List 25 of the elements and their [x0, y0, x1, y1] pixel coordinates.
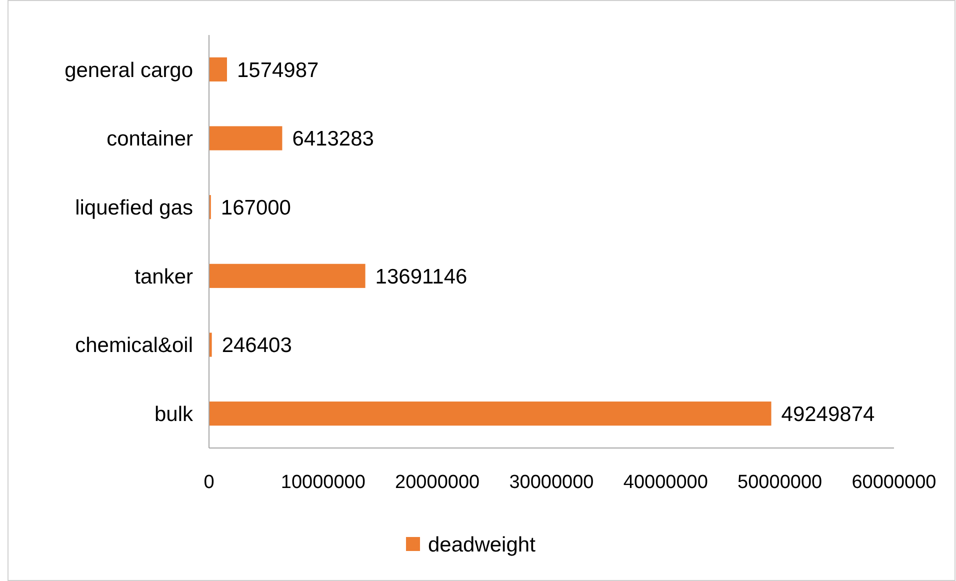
- bar: [209, 332, 212, 357]
- x-tick-label: 0: [204, 472, 214, 493]
- y-tick-label: chemical&oil: [75, 334, 193, 358]
- data-label: 167000: [220, 196, 291, 220]
- x-tick-label: 60000000: [852, 472, 936, 493]
- bar: [209, 126, 282, 150]
- x-tick-label: 30000000: [509, 472, 594, 493]
- bar: [209, 57, 227, 82]
- x-tick-label: 20000000: [395, 472, 480, 493]
- y-tick-label: container: [106, 128, 194, 151]
- y-tick-label: general cargo: [64, 58, 193, 82]
- data-label: 13691146: [375, 265, 468, 288]
- x-tick-label: 10000000: [280, 472, 366, 493]
- data-label: 49249874: [781, 402, 876, 426]
- x-tick-label: 40000000: [623, 472, 708, 493]
- legend-label: deadweight: [428, 533, 536, 556]
- data-label: 1574987: [236, 58, 319, 82]
- data-label: 6413283: [292, 128, 374, 151]
- y-tick-label: tanker: [134, 265, 193, 288]
- y-tick-label: liquefied gas: [75, 196, 193, 220]
- data-label: 246403: [222, 334, 292, 358]
- bar: [209, 264, 366, 288]
- x-tick-label: 50000000: [738, 472, 822, 493]
- bar: [209, 402, 772, 426]
- y-tick-label: bulk: [154, 402, 194, 426]
